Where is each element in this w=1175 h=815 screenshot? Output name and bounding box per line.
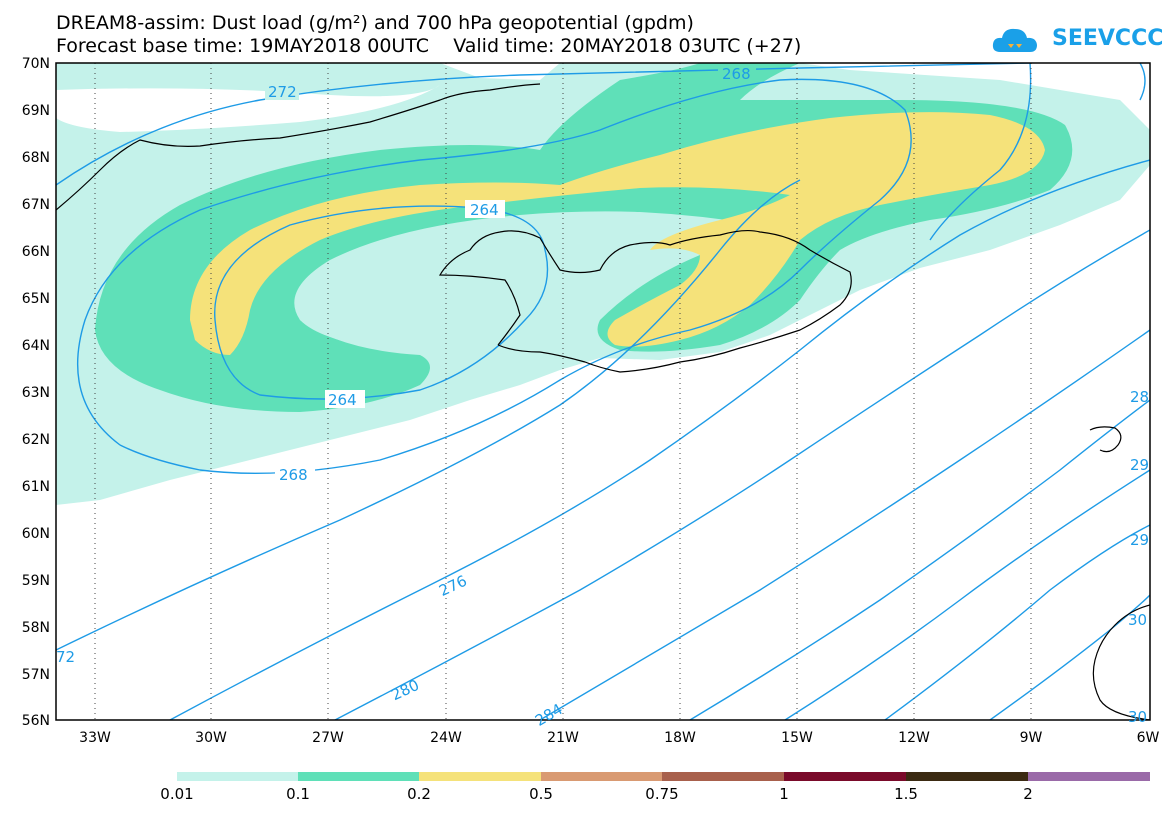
map-title-line2: Forecast base time: 19MAY2018 00UTC Vali… xyxy=(56,35,802,57)
colorbar-swatch xyxy=(177,772,298,781)
colorbar-label: 1 xyxy=(779,785,789,803)
lat-labels: 70N 69N 68N 67N 66N 65N 64N 63N 62N 61N … xyxy=(22,56,50,729)
lat-label: 66N xyxy=(22,244,50,260)
contour-284 xyxy=(334,229,1150,720)
lat-label: 67N xyxy=(22,197,50,213)
colorbar-swatch xyxy=(906,772,1028,781)
contour-label: 272 xyxy=(268,83,297,101)
lon-label: 15W xyxy=(781,730,813,746)
contour-264 xyxy=(214,205,549,400)
iceland-coast xyxy=(438,229,852,373)
lon-label: 9W xyxy=(1020,730,1043,746)
lon-label: 6W xyxy=(1137,730,1160,746)
greenland-coast xyxy=(56,83,541,211)
colorbar-label: 0.2 xyxy=(407,785,431,803)
contour-label: 264 xyxy=(328,391,357,409)
colorbar-label: 2 xyxy=(1023,785,1033,803)
lat-label: 56N xyxy=(22,713,50,729)
contour-label: 72 xyxy=(56,648,75,666)
cloud-logo-icon xyxy=(992,28,1037,52)
contour-label: 30 xyxy=(1128,611,1147,629)
colorbar-swatch xyxy=(1028,772,1150,781)
colorbar-label: 0.5 xyxy=(529,785,553,803)
lon-label: 33W xyxy=(79,730,111,746)
lat-label: 63N xyxy=(22,385,50,401)
lat-label: 69N xyxy=(22,103,50,119)
colorbar-swatch xyxy=(662,772,784,781)
lat-label: 65N xyxy=(22,291,50,307)
contour-label: 29 xyxy=(1130,531,1149,549)
dust-region-high xyxy=(190,112,1045,355)
contour-280 xyxy=(169,159,1150,720)
lon-label: 27W xyxy=(312,730,344,746)
lon-label: 24W xyxy=(430,730,462,746)
colorbar-label: 0.75 xyxy=(645,785,678,803)
lat-label: 62N xyxy=(22,432,50,448)
contour-label: 284 xyxy=(532,700,566,730)
lon-label: 12W xyxy=(898,730,930,746)
colorbar-swatch xyxy=(419,772,541,781)
colorbar-label: 1.5 xyxy=(894,785,918,803)
contour-276 xyxy=(56,179,801,651)
lon-labels: 33W 30W 27W 24W 21W 18W 15W 12W 9W 6W xyxy=(79,730,1159,746)
lat-label: 68N xyxy=(22,150,50,166)
map-frame xyxy=(55,62,1151,721)
contour-label: 280 xyxy=(388,676,422,704)
colorbar xyxy=(177,772,1150,781)
scotland-coast xyxy=(1092,604,1150,720)
contour-label: 268 xyxy=(279,466,308,484)
lon-label: 21W xyxy=(547,730,579,746)
contour-272 xyxy=(56,63,1031,186)
contour-label: 268 xyxy=(722,65,751,83)
colorbar-swatch xyxy=(784,772,906,781)
lon-label: 30W xyxy=(195,730,227,746)
contour-268 xyxy=(76,78,912,475)
lat-label: 70N xyxy=(22,56,50,72)
lon-label: 18W xyxy=(664,730,696,746)
map-title-line1: DREAM8-assim: Dust load (g/m²) and 700 h… xyxy=(56,12,694,34)
lat-label: 59N xyxy=(22,573,50,589)
contour-label: 264 xyxy=(470,201,499,219)
colorbar-swatch xyxy=(541,772,662,781)
lat-label: 61N xyxy=(22,479,50,495)
contour-268-east xyxy=(929,63,1032,241)
lat-label: 57N xyxy=(22,667,50,683)
lat-label: 60N xyxy=(22,526,50,542)
colorbar-labels: 0.01 0.1 0.2 0.5 0.75 1 1.5 2 xyxy=(160,785,1032,803)
lat-label: 64N xyxy=(22,338,50,354)
colorbar-swatch xyxy=(298,772,419,781)
contour-label: 30 xyxy=(1128,708,1147,726)
colorbar-label: 0.01 xyxy=(160,785,193,803)
contour-label: 28 xyxy=(1130,388,1149,406)
contour-label: 276 xyxy=(436,572,470,600)
logo-text: SEEVCCC xyxy=(1052,26,1164,51)
lat-label: 58N xyxy=(22,620,50,636)
faroe-islands xyxy=(1089,426,1122,453)
colorbar-label: 0.1 xyxy=(286,785,310,803)
contour-label: 29 xyxy=(1130,456,1149,474)
